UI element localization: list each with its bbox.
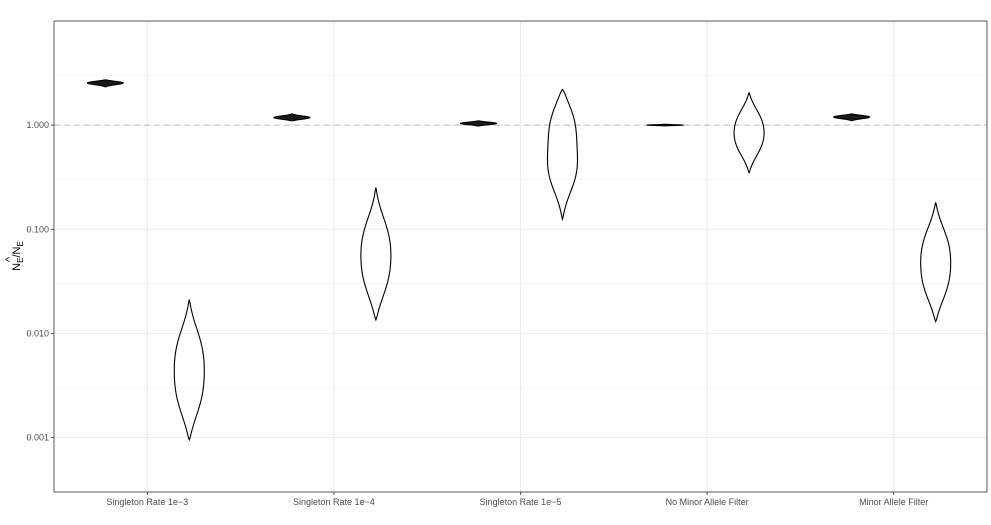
x-tick-label: Singleton Rate 1e−3 xyxy=(106,497,188,507)
x-tick-label: Singleton Rate 1e−5 xyxy=(480,497,562,507)
x-tick-label: Minor Allele Filter xyxy=(859,497,928,507)
y-axis: 0.001 0.010 0.100 1.000 xyxy=(26,120,54,443)
violin-mark xyxy=(273,113,311,122)
y-tick-label: 0.010 xyxy=(26,328,49,338)
y-axis-label-main-2: N xyxy=(11,246,23,254)
violin-mark xyxy=(833,113,871,122)
y-axis-label-sub-2: E xyxy=(16,241,25,246)
violin-mark xyxy=(733,92,765,174)
violin-mark xyxy=(86,79,124,88)
violin-mark xyxy=(546,88,579,222)
y-axis-label-sub: E xyxy=(16,258,25,263)
x-tick-label: Singleton Rate 1e−4 xyxy=(293,497,375,507)
x-axis: Singleton Rate 1e−3 Singleton Rate 1e−4 Si… xyxy=(106,492,928,507)
x-tick-label: No Minor Allele Filter xyxy=(666,497,749,507)
violins xyxy=(86,79,952,442)
violin-mark xyxy=(920,202,952,323)
y-axis-label: NE/NE xyxy=(11,241,25,271)
y-axis-label-sep: / xyxy=(11,254,23,258)
y-axis-label-main: N xyxy=(11,263,23,271)
y-axis-label-hat: ^ xyxy=(4,256,16,262)
y-tick-label: 0.100 xyxy=(26,224,49,234)
y-tick-label: 1.000 xyxy=(26,120,49,130)
y-tick-label: 0.001 xyxy=(26,433,49,443)
violin-mark xyxy=(459,120,498,127)
violin-mark xyxy=(173,299,205,442)
violin-mark xyxy=(360,187,392,322)
violin-mark xyxy=(646,123,684,127)
